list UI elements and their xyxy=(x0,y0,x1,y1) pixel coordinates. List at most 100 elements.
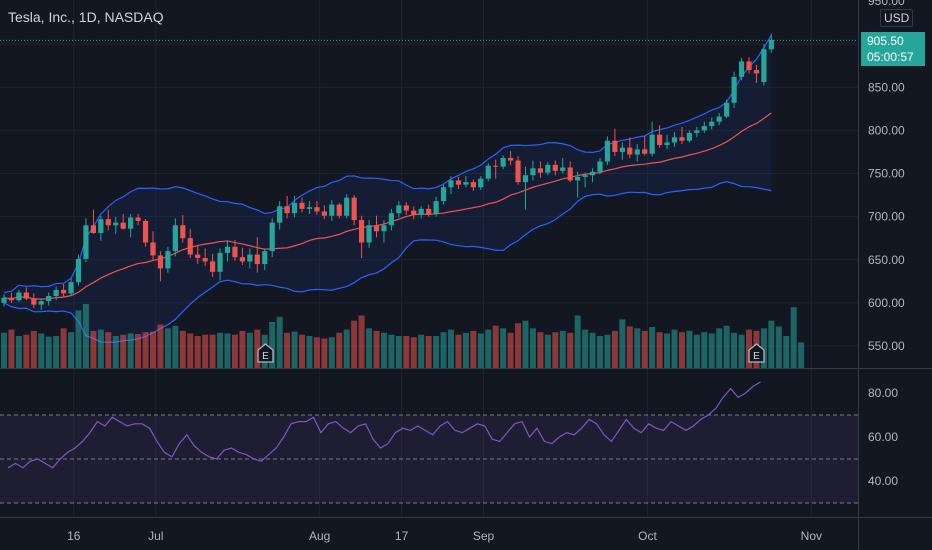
volume-bar xyxy=(75,310,82,368)
volume-bar xyxy=(172,325,179,368)
candle-body xyxy=(277,206,283,223)
volume-bar xyxy=(23,334,30,368)
earnings-marker-icon[interactable]: E xyxy=(257,343,274,363)
volume-bar xyxy=(209,334,216,368)
bollinger-bands xyxy=(3,34,772,343)
volume-bar xyxy=(760,328,767,368)
candle-body xyxy=(314,207,320,212)
price-tick-label: 650.00 xyxy=(868,253,905,267)
volume-bar xyxy=(150,331,156,368)
volume-bar xyxy=(619,319,626,368)
candle-body xyxy=(1,297,7,303)
volume-bar xyxy=(105,332,112,368)
candle-body xyxy=(284,206,290,214)
volume-bar xyxy=(246,332,253,368)
volume-bar xyxy=(440,332,447,368)
volume-bar xyxy=(559,330,566,368)
candle-body xyxy=(634,149,640,155)
candle-body xyxy=(485,165,491,179)
candle-body xyxy=(530,168,536,176)
time-tick-label: Jul xyxy=(148,529,163,543)
volume-bar xyxy=(254,329,261,368)
price-tick-label: 800.00 xyxy=(868,123,905,137)
candle-body xyxy=(61,289,67,294)
currency-button[interactable]: USD xyxy=(880,9,914,27)
volume-bar xyxy=(768,320,775,368)
volume-bar xyxy=(567,332,574,368)
volume-bar xyxy=(194,336,201,368)
time-tick-label: Sep xyxy=(473,529,495,543)
volume-bar xyxy=(15,336,22,368)
volume-bar xyxy=(187,333,194,368)
candle-body xyxy=(716,116,722,122)
volume-bar xyxy=(552,332,559,368)
volume-bar xyxy=(366,328,373,368)
volume-bar xyxy=(284,332,291,368)
rsi-panel xyxy=(0,381,858,504)
candle-body xyxy=(731,76,737,103)
candle-body xyxy=(90,225,96,234)
volume-bar xyxy=(120,334,127,368)
volume-bar xyxy=(790,307,797,368)
candle-body xyxy=(202,258,208,262)
volume-bar xyxy=(395,336,402,368)
candle-body xyxy=(515,160,521,183)
candle-body xyxy=(545,164,551,173)
time-tick-label: Aug xyxy=(309,529,330,543)
volume-bar xyxy=(157,324,164,368)
volume-bar xyxy=(217,332,224,368)
volume-bar xyxy=(202,334,209,368)
volume-bar xyxy=(231,334,238,368)
earnings-marker-label: E xyxy=(262,351,269,362)
candle-body xyxy=(411,210,417,215)
candle-body xyxy=(53,289,59,296)
candle-body xyxy=(604,140,611,162)
volume-bar xyxy=(634,328,641,368)
candle-body xyxy=(768,39,774,50)
volume-bar xyxy=(544,334,551,368)
candle-body xyxy=(344,197,350,216)
volume-bar xyxy=(336,332,343,368)
volume-bar xyxy=(664,333,671,368)
candle-body xyxy=(23,292,29,299)
earnings-marker-icon[interactable]: E xyxy=(748,343,766,363)
volume-bar xyxy=(388,334,395,368)
volume-bar xyxy=(671,329,678,368)
candle-body xyxy=(46,295,52,302)
volume-bar xyxy=(351,320,358,368)
candle-body xyxy=(306,207,313,209)
candle-body xyxy=(239,257,245,262)
candle-body xyxy=(686,132,692,141)
candle-body xyxy=(552,164,558,171)
candle-body xyxy=(746,61,752,70)
candle-body xyxy=(522,175,529,183)
volume-bar xyxy=(604,334,611,368)
candle-body xyxy=(359,220,365,243)
price-tick-label: 850.00 xyxy=(868,80,905,94)
volume-bar xyxy=(321,338,328,368)
volume-bar xyxy=(224,333,231,368)
price-tick-label: 550.00 xyxy=(868,339,905,353)
candle-body xyxy=(113,222,119,226)
volume-bar xyxy=(500,328,507,368)
volume-bar xyxy=(90,330,97,368)
candle-body xyxy=(761,49,767,83)
volume-bar xyxy=(53,336,60,368)
candle-body xyxy=(98,219,104,234)
candle-body xyxy=(128,217,134,229)
volume-bar xyxy=(164,328,171,368)
volume-bar xyxy=(626,326,633,368)
candle-body xyxy=(262,251,268,265)
volume-bar xyxy=(127,333,134,368)
candle-body xyxy=(575,176,581,181)
candle-body xyxy=(105,219,111,226)
candle-body xyxy=(508,157,514,161)
candle-body xyxy=(150,242,156,256)
candle-body xyxy=(738,61,745,77)
candle-body xyxy=(366,225,372,243)
candle-body xyxy=(657,134,663,146)
volume-bar xyxy=(179,330,186,368)
volume-bar xyxy=(492,325,499,368)
candle-body xyxy=(269,222,275,252)
